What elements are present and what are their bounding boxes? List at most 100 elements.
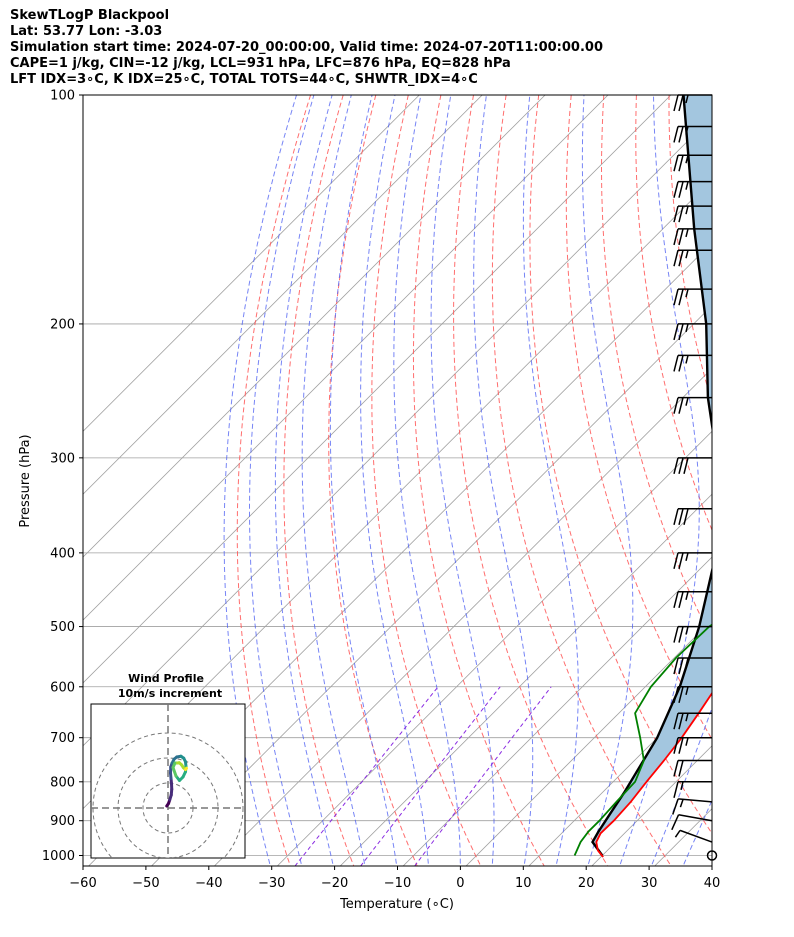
cape-shading xyxy=(592,95,712,856)
wind-barb xyxy=(672,798,713,815)
dry-adiabat-line xyxy=(635,95,712,532)
dry-adiabat-line xyxy=(565,95,712,741)
hodograph-segment xyxy=(171,766,178,778)
dry-adiabat-line xyxy=(767,95,794,872)
wind-barb xyxy=(706,850,718,861)
cape-params-label: CAPE=1 j/kg, CIN=-12 j/kg, LCL=931 hPa, … xyxy=(10,56,511,71)
moist-adiabat-line xyxy=(274,95,334,866)
y-axis-label: Pressure (hPa) xyxy=(18,434,33,527)
mixing-ratio-line xyxy=(414,686,552,866)
isotherm-line xyxy=(83,116,712,747)
moist-adiabat-line xyxy=(301,95,366,866)
wind-barb xyxy=(673,736,712,754)
moist-adiabat-line xyxy=(329,95,398,866)
moist-adiabat-line xyxy=(650,706,712,866)
wind-barb xyxy=(673,625,712,643)
isotherm-line xyxy=(150,304,712,866)
wind-barb xyxy=(673,781,712,798)
x-tick-label: 10 xyxy=(515,876,532,891)
y-tick-label: 400 xyxy=(50,546,75,561)
dry-adiabat-line xyxy=(600,95,712,641)
title-block: SkewTLogP Blackpool Lat: 53.77 Lon: -3.0… xyxy=(10,8,603,88)
isotherm-line xyxy=(83,95,546,558)
moist-adiabat-line xyxy=(430,95,495,866)
dewpoint-line xyxy=(573,623,712,856)
x-tick-label: 20 xyxy=(578,876,595,891)
wind-barb xyxy=(673,712,712,730)
isotherm-line xyxy=(83,95,609,621)
isotherm-line xyxy=(402,556,712,866)
isotherm-line xyxy=(712,95,794,872)
wind-barb xyxy=(673,154,712,172)
wind-barb xyxy=(673,288,712,306)
moist-adiabat-line xyxy=(223,95,297,866)
isotherm-line xyxy=(83,95,483,495)
wind-barb xyxy=(673,323,712,341)
parcel-profile-line xyxy=(591,95,712,857)
dry-adiabat-line xyxy=(734,95,794,872)
wind-barb xyxy=(673,125,712,143)
dry-adiabat-line xyxy=(371,95,482,866)
isotherm-line xyxy=(528,682,712,866)
wind-barb xyxy=(671,814,713,831)
dry-adiabat-line xyxy=(701,95,712,227)
wind-barb xyxy=(673,657,712,675)
isotherm-line xyxy=(83,95,672,684)
wind-barb xyxy=(673,457,712,475)
y-tick-label: 100 xyxy=(50,89,75,104)
moist-adiabat-line xyxy=(249,95,315,866)
x-tick-label: −30 xyxy=(258,876,285,891)
dry-adiabat-line xyxy=(453,95,609,866)
x-tick-label: −40 xyxy=(195,876,222,891)
wind-barb xyxy=(673,94,712,112)
wind-barb xyxy=(673,205,712,223)
y-tick-label: 800 xyxy=(50,775,75,790)
hodograph-inset xyxy=(90,703,246,859)
axes: −60 −50 −40 −30 −20 −10 0 10 20 30 40 100 200 300 400 5… xyxy=(42,89,720,892)
dry-adiabat-line xyxy=(283,95,355,866)
dry-adiabat-line xyxy=(491,95,672,866)
x-tick-label: −60 xyxy=(69,876,96,891)
x-tick-label: −20 xyxy=(321,876,348,891)
moist-adiabat-line xyxy=(522,95,579,866)
wind-barb xyxy=(673,354,712,372)
x-tick-label: −10 xyxy=(384,876,411,891)
isotherm-line xyxy=(276,430,712,866)
x-tick-label: 40 xyxy=(704,876,721,891)
isotherm-line xyxy=(339,493,712,866)
wind-barb xyxy=(673,249,712,267)
dry-adiabat-line xyxy=(236,95,312,866)
y-tick-label: 300 xyxy=(50,451,75,466)
y-tick-label: 700 xyxy=(50,731,75,746)
wind-barb xyxy=(673,552,712,570)
chart-title: SkewTLogP Blackpool xyxy=(10,8,170,23)
hodograph-title: Wind Profile xyxy=(128,672,204,685)
dry-adiabat-line xyxy=(412,95,545,866)
wind-barb xyxy=(673,508,712,525)
wind-barb xyxy=(673,396,712,414)
hodograph-subtitle: 10m/s increment xyxy=(118,687,222,700)
time-label: Simulation start time: 2024-07-20_00:00:… xyxy=(10,40,603,55)
isotherm-line xyxy=(465,619,712,866)
moist-adiabat-line xyxy=(393,95,461,866)
wind-barb xyxy=(673,228,712,246)
isotherm-line xyxy=(83,95,420,432)
wind-barb xyxy=(673,180,712,198)
moist-adiabat-line xyxy=(473,95,534,866)
x-tick-label: 0 xyxy=(456,876,464,891)
wind-barbs xyxy=(671,94,718,861)
wind-barb xyxy=(674,829,713,843)
wind-barb xyxy=(673,759,712,777)
hodograph-segment xyxy=(184,766,188,771)
y-tick-label: 200 xyxy=(50,317,75,332)
y-tick-label: 1000 xyxy=(42,849,75,864)
y-tick-label: 600 xyxy=(50,680,75,695)
isotherm-line xyxy=(213,367,712,866)
x-tick-label: −50 xyxy=(132,876,159,891)
mixing-ratio-line xyxy=(294,686,439,866)
moist-adiabat-line xyxy=(619,95,700,866)
y-tick-label: 500 xyxy=(50,620,75,635)
wind-barb xyxy=(673,686,712,703)
x-tick-label: 30 xyxy=(641,876,658,891)
temperature-line xyxy=(595,691,712,858)
